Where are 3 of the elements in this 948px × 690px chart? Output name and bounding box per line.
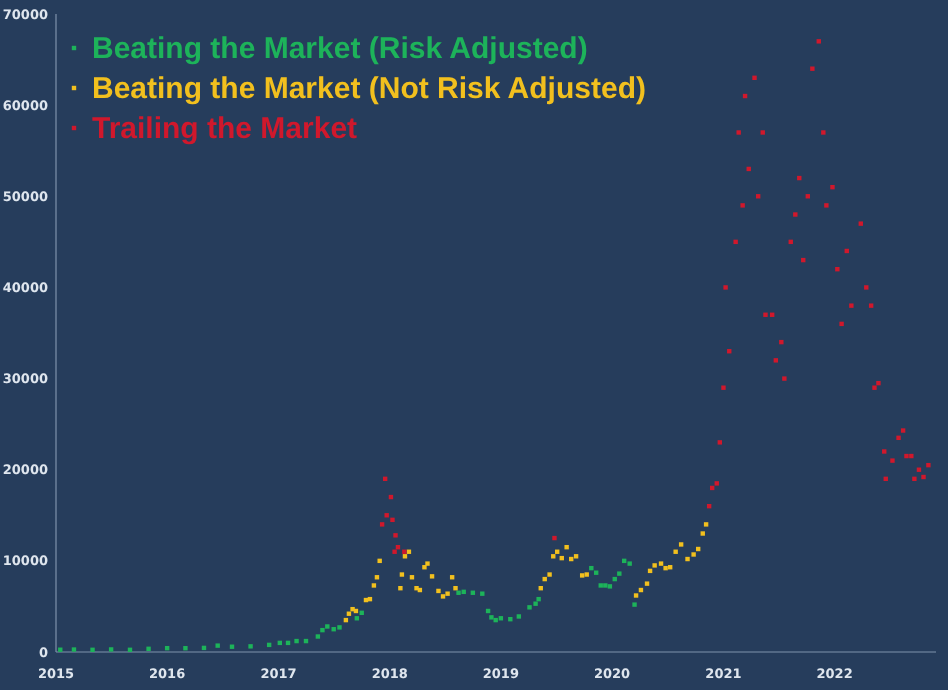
legend-label: Beating the Market (Risk Adjusted) — [92, 32, 588, 66]
legend-label: Trailing the Market — [92, 112, 358, 146]
legend-label: Beating the Market (Not Risk Adjusted) — [92, 72, 646, 106]
